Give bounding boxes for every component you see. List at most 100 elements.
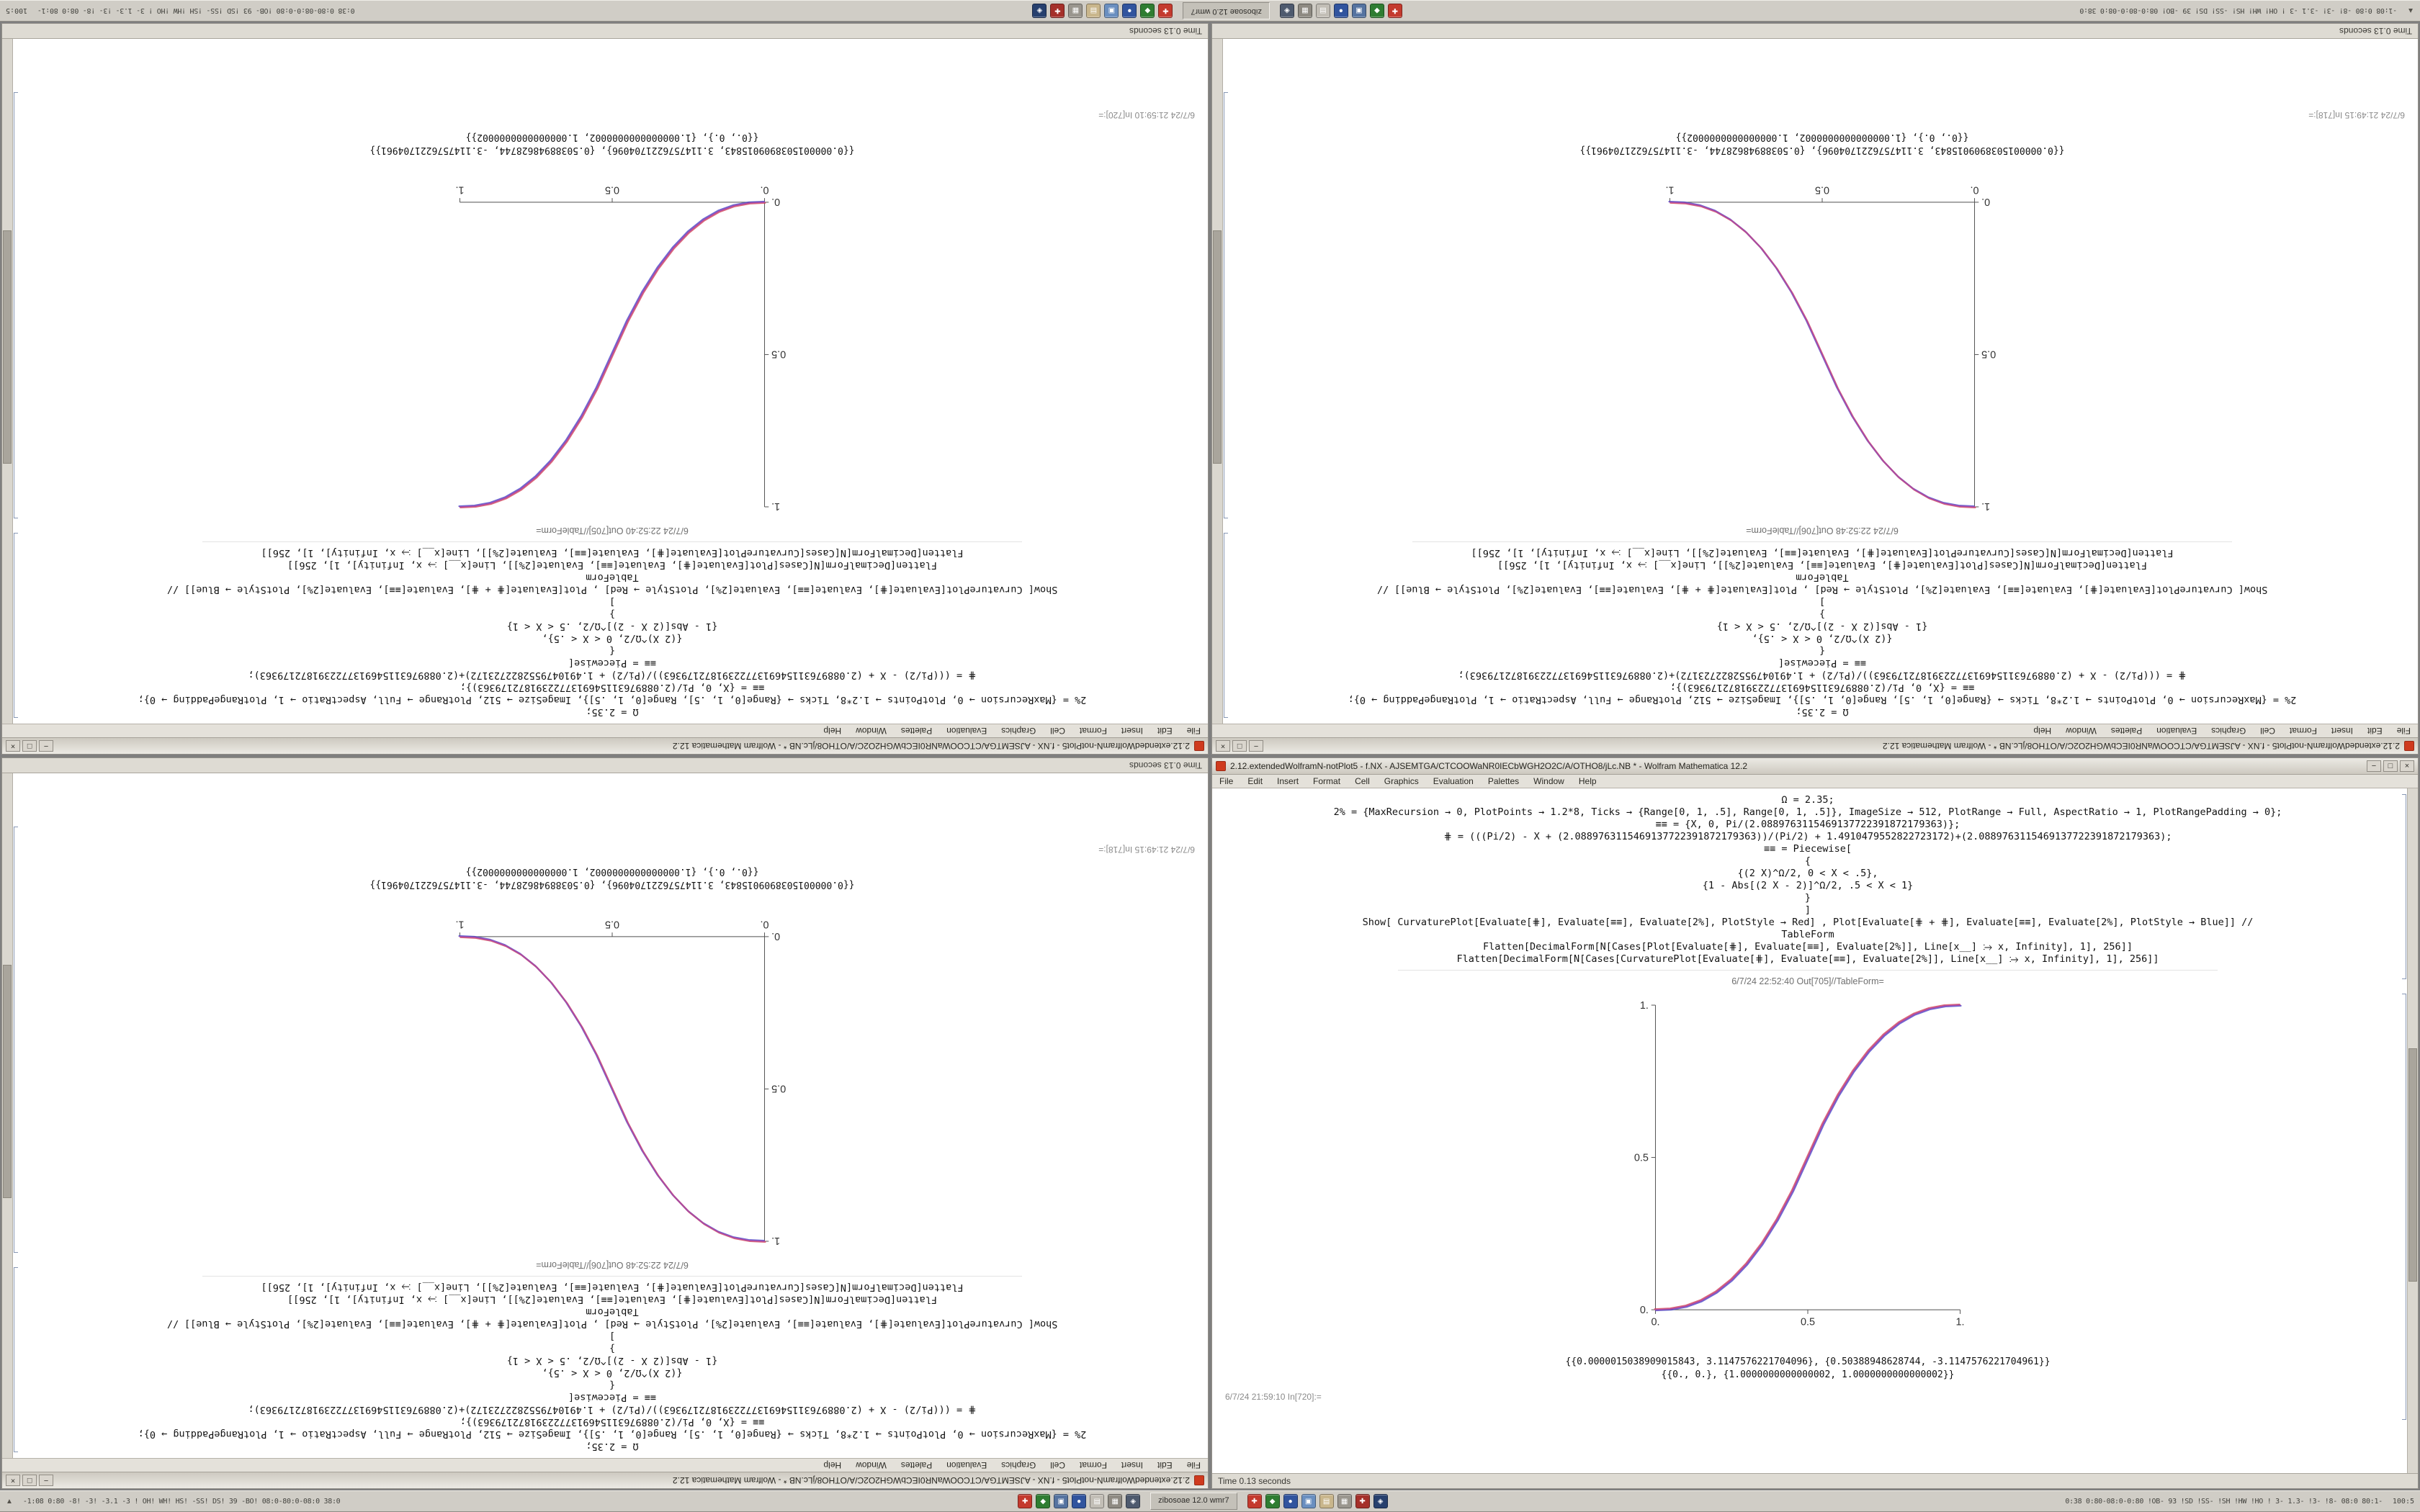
code-line[interactable]: {(2 X)^Ω/2, 0 < X < .5}, (542, 633, 683, 644)
close-button[interactable]: × (6, 1475, 20, 1486)
code-line[interactable]: {1 - Abs[(2 X - 2)]^Ω/2, .5 < X < 1} (506, 1355, 718, 1367)
code-line[interactable]: Ω = 2.35; (586, 1441, 639, 1452)
code-line[interactable]: ≡≡ = Piecewise[ (568, 1392, 656, 1403)
code-line[interactable]: Show[ CurvaturePlot[Evaluate[⋕], Evaluat… (1362, 917, 2254, 928)
code-line[interactable]: { (609, 1380, 616, 1391)
tray-app-icon-red[interactable]: ✚ (1018, 1494, 1033, 1508)
code-line[interactable]: ⋕ = (((Pi/2) - X + (2.088976311546913772… (1443, 831, 2172, 842)
menu-format[interactable]: Format (1313, 776, 1341, 786)
code-line[interactable]: { (1819, 645, 1826, 657)
code-line[interactable]: {(2 X)^Ω/2, 0 < X < .5}, (1737, 868, 1878, 879)
maximize-button[interactable]: □ (1232, 740, 1247, 752)
maximize-button[interactable]: □ (22, 1475, 37, 1486)
code-line[interactable]: { (609, 645, 616, 657)
menu-evaluation[interactable]: Evaluation (1433, 776, 1474, 786)
menu-format[interactable]: Format (1079, 1460, 1107, 1470)
menu-palettes[interactable]: Palettes (900, 1460, 933, 1470)
code-line[interactable]: } (1804, 892, 1811, 904)
tray-app-icon-steel[interactable]: ▣ (1054, 1494, 1069, 1508)
menu-palettes[interactable]: Palettes (2110, 726, 2143, 736)
tray-app-icon-gray[interactable]: ▦ (1297, 4, 1312, 18)
cell-bracket[interactable] (1224, 533, 1228, 718)
tray-app-icon-slate[interactable]: ◈ (1126, 1494, 1141, 1508)
menu-help[interactable]: Help (823, 1460, 842, 1470)
cell-bracket[interactable] (14, 827, 18, 1253)
code-line[interactable]: TableForm (586, 1306, 639, 1318)
menu-edit[interactable]: Edit (1247, 776, 1263, 786)
menu-edit[interactable]: Edit (2367, 726, 2383, 736)
close-button[interactable]: × (2400, 760, 2414, 772)
tray-app-icon-green[interactable]: ◆ (1369, 4, 1384, 18)
menu-cell[interactable]: Cell (2260, 726, 2275, 736)
code-line[interactable]: Flatten[DecimalForm[N[Cases[CurvaturePlo… (1471, 547, 2174, 559)
tray-app-icon-green2[interactable]: ◆ (1265, 1494, 1280, 1508)
code-line[interactable]: Show[ CurvaturePlot[Evaluate[⋕], Evaluat… (166, 584, 1058, 595)
vertical-scrollbar[interactable] (2407, 788, 2418, 1473)
code-line[interactable]: TableForm (1796, 572, 1849, 583)
vertical-scrollbar[interactable] (1212, 39, 1223, 724)
menu-file[interactable]: File (1219, 776, 1234, 786)
menu-graphics[interactable]: Graphics (1384, 776, 1419, 786)
scrollbar-thumb[interactable] (1213, 230, 1222, 464)
menu-file[interactable]: File (1186, 1460, 1201, 1470)
code-line[interactable]: } (1819, 608, 1826, 620)
cell-separator[interactable] (1412, 541, 2233, 542)
taskbar-window-button[interactable]: zibosoae 12.0 wmr7 (1150, 1493, 1237, 1510)
menu-graphics[interactable]: Graphics (2211, 726, 2246, 736)
code-line[interactable]: } (609, 1343, 616, 1354)
menu-palettes[interactable]: Palettes (900, 726, 933, 736)
tray-app-icon-blue[interactable]: ● (1333, 4, 1348, 18)
code-line[interactable]: ⋕ = (((Pi/2) - X + (2.088976311546913772… (248, 1404, 977, 1416)
minimize-button[interactable]: − (1249, 740, 1263, 752)
tray-app-icon-blue2[interactable]: ● (1283, 1494, 1298, 1508)
code-line[interactable]: TableForm (1781, 929, 1834, 940)
code-line[interactable]: Flatten[DecimalForm[N[Cases[Plot[Evaluat… (287, 559, 937, 571)
code-line[interactable]: ≡≡ = {X, 0, Pi/(2.0889763115469137722391… (1655, 819, 1960, 830)
code-line[interactable]: 2% = {MaxRecursion → 0, PlotPoints → 1.2… (1333, 806, 2282, 818)
menu-insert[interactable]: Insert (1121, 1460, 1143, 1470)
code-line[interactable]: Flatten[DecimalForm[N[Cases[CurvaturePlo… (261, 1282, 964, 1293)
cell-separator[interactable] (202, 1276, 1023, 1277)
code-line[interactable]: Show[ CurvaturePlot[Evaluate[⋕], Evaluat… (166, 1318, 1058, 1330)
code-line[interactable]: 2% = {MaxRecursion → 0, PlotPoints → 1.2… (138, 1428, 1087, 1440)
menu-graphics[interactable]: Graphics (1001, 1460, 1036, 1470)
tray-app-icon-navy[interactable]: ◈ (1032, 4, 1047, 18)
code-line[interactable]: {(2 X)^Ω/2, 0 < X < .5}, (1752, 633, 1893, 644)
tray-app-icon-green[interactable]: ◆ (1036, 1494, 1051, 1508)
tray-app-icon-navy[interactable]: ◈ (1373, 1494, 1388, 1508)
menu-evaluation[interactable]: Evaluation (946, 726, 987, 736)
tray-app-icon-sky[interactable]: ▣ (1301, 1494, 1316, 1508)
menu-evaluation[interactable]: Evaluation (2156, 726, 2197, 736)
tray-app-icon-gray[interactable]: ▦ (1108, 1494, 1123, 1508)
menu-insert[interactable]: Insert (1121, 726, 1143, 736)
code-line[interactable]: Flatten[DecimalForm[N[Cases[CurvaturePlo… (1456, 953, 2159, 965)
code-line[interactable]: ⋕ = (((Pi/2) - X + (2.088976311546913772… (248, 670, 977, 681)
code-line[interactable]: } (609, 608, 616, 620)
menu-format[interactable]: Format (1079, 726, 1107, 736)
menu-window[interactable]: Window (1533, 776, 1564, 786)
code-line[interactable]: Flatten[DecimalForm[N[Cases[CurvaturePlo… (261, 547, 964, 559)
code-line[interactable]: {(2 X)^Ω/2, 0 < X < .5}, (542, 1367, 683, 1379)
menu-palettes[interactable]: Palettes (1487, 776, 1520, 786)
code-line[interactable]: {1 - Abs[(2 X - 2)]^Ω/2, .5 < X < 1} (1702, 880, 1914, 891)
vertical-scrollbar[interactable] (2, 39, 13, 724)
code-line[interactable]: Show[ CurvaturePlot[Evaluate[⋕], Evaluat… (1376, 584, 2268, 595)
code-line[interactable]: ≡≡ = {X, 0, Pi/(2.0889763115469137722391… (1670, 682, 1975, 693)
tray-app-icon-steel[interactable]: ▣ (1351, 4, 1366, 18)
menu-cell[interactable]: Cell (1050, 726, 1065, 736)
code-line[interactable]: Ω = 2.35; (586, 706, 639, 718)
code-line[interactable]: Flatten[DecimalForm[N[Cases[Plot[Evaluat… (287, 1294, 937, 1305)
menu-window[interactable]: Window (856, 1460, 887, 1470)
code-line[interactable]: 2% = {MaxRecursion → 0, PlotPoints → 1.2… (1348, 694, 2297, 706)
menu-edit[interactable]: Edit (1157, 1460, 1173, 1470)
code-line[interactable]: ⋕ = (((Pi/2) - X + (2.088976311546913772… (1458, 670, 2187, 681)
input-cell[interactable]: Ω = 2.35; 2% = {MaxRecursion → 0, PlotPoi… (1222, 794, 2393, 966)
taskbar-window-button[interactable]: zibosoae 12.0 wmr7 (1183, 2, 1270, 19)
menu-graphics[interactable]: Graphics (1001, 726, 1036, 736)
panel-collapse-arrow-icon[interactable]: ▲ (6, 1497, 13, 1506)
title-bar[interactable]: 2.12.extendedWolframN-notPlot5 - f.NX - … (1212, 758, 2418, 775)
input-cell[interactable]: Ω = 2.35; 2% = {MaxRecursion → 0, PlotPoi… (1237, 546, 2408, 718)
cell-separator[interactable] (202, 541, 1023, 542)
code-line[interactable]: TableForm (586, 572, 639, 583)
menu-insert[interactable]: Insert (2331, 726, 2353, 736)
